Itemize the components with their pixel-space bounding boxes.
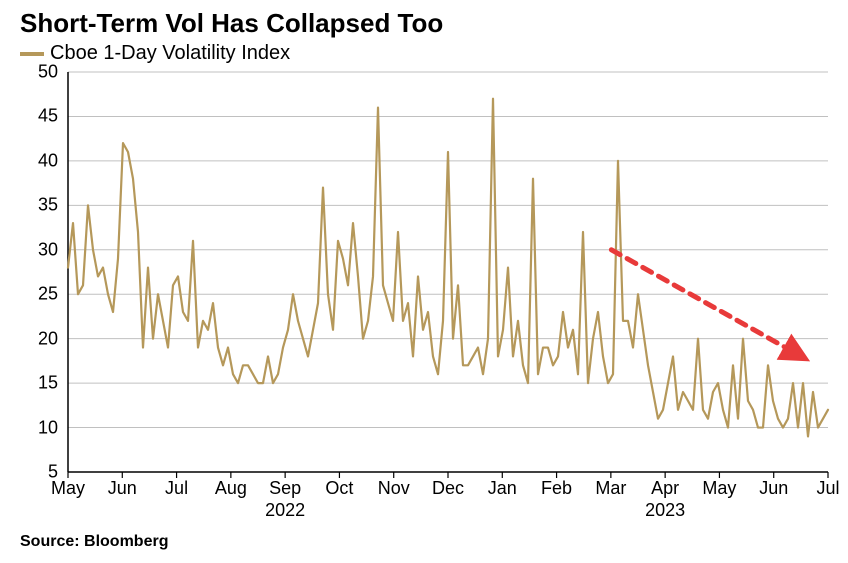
legend-swatch xyxy=(20,52,44,56)
chart-container: Short-Term Vol Has Collapsed Too Cboe 1-… xyxy=(0,0,848,563)
y-tick-label: 20 xyxy=(18,328,58,349)
y-tick-label: 25 xyxy=(18,284,58,305)
x-tick-label: Jul xyxy=(816,478,839,499)
x-tick-label: Oct xyxy=(325,478,353,499)
y-tick-label: 40 xyxy=(18,150,58,171)
plot-area xyxy=(68,72,828,472)
x-tick-label: May xyxy=(51,478,85,499)
x-tick-label: Jun xyxy=(759,478,788,499)
x-tick-label: Apr xyxy=(651,478,679,499)
year-label: 2023 xyxy=(645,500,685,521)
y-tick-label: 15 xyxy=(18,373,58,394)
y-tick-label: 30 xyxy=(18,239,58,260)
x-tick-label: Jan xyxy=(488,478,517,499)
y-tick-label: 10 xyxy=(18,417,58,438)
chart-title: Short-Term Vol Has Collapsed Too xyxy=(20,8,443,39)
y-tick-label: 50 xyxy=(18,62,58,83)
line-chart-svg xyxy=(68,72,828,472)
chart-legend: Cboe 1-Day Volatility Index xyxy=(20,42,290,65)
source-label: Source: Bloomberg xyxy=(20,533,168,551)
legend-label: Cboe 1-Day Volatility Index xyxy=(50,42,290,65)
y-tick-label: 45 xyxy=(18,106,58,127)
x-tick-label: Nov xyxy=(378,478,410,499)
x-tick-label: May xyxy=(702,478,736,499)
x-tick-label: Mar xyxy=(595,478,626,499)
x-tick-label: Jul xyxy=(165,478,188,499)
year-label: 2022 xyxy=(265,500,305,521)
x-tick-label: Sep xyxy=(269,478,301,499)
y-tick-label: 35 xyxy=(18,195,58,216)
x-tick-label: Jun xyxy=(108,478,137,499)
x-tick-label: Dec xyxy=(432,478,464,499)
x-tick-label: Aug xyxy=(215,478,247,499)
x-tick-label: Feb xyxy=(541,478,572,499)
